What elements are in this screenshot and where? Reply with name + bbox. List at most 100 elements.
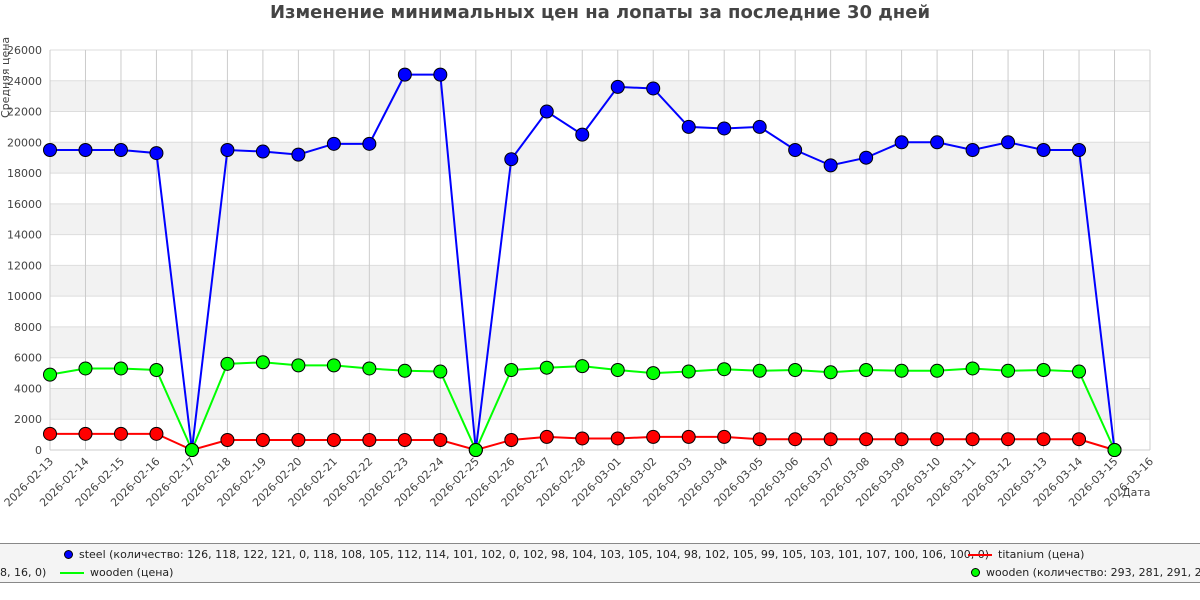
wooden-data-point	[646, 366, 661, 381]
titanium-data-point	[78, 426, 93, 441]
steel-data-point	[539, 104, 554, 119]
legend-label: steel (количество: 126, 118, 122, 121, 0…	[79, 548, 990, 561]
steel-data-point	[362, 136, 377, 151]
wooden-data-point	[220, 356, 235, 371]
titanium-data-point	[646, 429, 661, 444]
wooden-data-point	[397, 363, 412, 378]
grid-bands	[50, 50, 1150, 450]
legend-line-icon	[60, 571, 84, 574]
wooden-data-point	[1036, 363, 1051, 377]
titanium-data-point	[610, 431, 625, 446]
wooden-data-point	[859, 363, 874, 377]
legend-label: wooden (цена)	[90, 566, 174, 579]
wooden-data-point	[717, 362, 732, 377]
y-tick-label: 8000	[14, 321, 42, 334]
wooden-data-point	[326, 358, 341, 373]
steel-data-point	[326, 136, 341, 151]
steel-data-point	[575, 127, 590, 142]
steel-data-point	[965, 143, 980, 157]
steel-data-point	[291, 147, 306, 162]
wooden-data-point	[752, 363, 767, 378]
steel-data-point	[717, 121, 732, 136]
wooden-data-point	[823, 365, 838, 380]
steel-data-point	[43, 143, 57, 157]
titanium-data-point	[326, 433, 341, 447]
legend-item-overflow-text: 8, 16, 0)	[0, 566, 46, 579]
titanium-data-point	[752, 432, 767, 447]
titanium-data-point	[1036, 432, 1051, 447]
steel-data-point	[610, 79, 625, 94]
steel-data-point	[113, 143, 128, 157]
wooden-data-point	[681, 364, 696, 379]
wooden-data-point	[575, 359, 590, 374]
titanium-data-point	[717, 429, 732, 444]
wooden-data-point	[504, 363, 519, 377]
grid-lines	[49, 49, 1151, 451]
legend-line-icon	[968, 553, 992, 556]
legend-item-titanium-price: titanium (цена)	[968, 548, 1084, 561]
y-tick-label: 24000	[7, 75, 42, 88]
y-tick-label: 10000	[7, 290, 42, 303]
steel-data-point	[646, 81, 661, 96]
y-tick-label: 20000	[7, 136, 42, 149]
titanium-data-point	[43, 426, 57, 441]
titanium-data-point	[397, 433, 412, 447]
steel-data-point	[930, 135, 945, 150]
steel-data-point	[752, 119, 767, 134]
steel-data-point	[859, 150, 874, 165]
steel-data-point	[681, 119, 696, 134]
y-tick-label: 2000	[14, 413, 42, 426]
y-tick-label: 6000	[14, 352, 42, 365]
titanium-data-point	[859, 432, 874, 447]
legend-label: titanium (цена)	[998, 548, 1085, 561]
titanium-data-point	[504, 433, 519, 447]
wooden-data-point	[149, 363, 164, 377]
series-points	[43, 67, 1122, 457]
wooden-data-point	[1072, 364, 1087, 379]
wooden-data-point	[362, 361, 377, 376]
y-tick-label: 12000	[7, 259, 42, 272]
wooden-data-point	[255, 355, 270, 370]
chart-legend: steel (количество: 126, 118, 122, 121, 0…	[0, 543, 1200, 583]
wooden-data-point	[468, 443, 483, 457]
wooden-data-point	[291, 358, 306, 373]
titanium-data-point	[1001, 432, 1016, 447]
legend-label: wooden (количество: 293, 281, 291, 2	[986, 566, 1200, 579]
steel-data-point	[255, 144, 270, 159]
wooden-data-point	[965, 361, 980, 376]
titanium-data-point	[539, 429, 554, 444]
titanium-data-point	[788, 432, 803, 447]
legend-item-steel-count: steel (количество: 126, 118, 122, 121, 0…	[64, 548, 989, 561]
legend-dot-icon	[64, 550, 73, 559]
legend-label: 8, 16, 0)	[0, 566, 47, 579]
titanium-data-point	[681, 429, 696, 444]
legend-item-wooden-price: wooden (цена)	[60, 566, 173, 579]
steel-data-point	[504, 152, 519, 167]
steel-data-point	[894, 135, 909, 150]
chart-title: Изменение минимальных цен на лопаты за п…	[269, 2, 931, 23]
steel-data-point	[823, 158, 838, 173]
y-tick-label: 4000	[14, 382, 42, 395]
steel-data-point	[788, 143, 803, 157]
steel-data-point	[1001, 135, 1016, 150]
titanium-data-point	[433, 433, 448, 447]
wooden-data-point	[184, 443, 199, 457]
wooden-data-point	[788, 363, 803, 377]
wooden-data-point	[610, 363, 625, 377]
titanium-data-point	[149, 426, 164, 441]
wooden-data-point	[539, 360, 554, 375]
steel-data-point	[397, 67, 412, 82]
steel-data-point	[1036, 143, 1051, 157]
titanium-data-point	[575, 431, 590, 446]
steel-data-point	[433, 67, 448, 82]
x-axis: 2026-02-132026-02-142026-02-152026-02-16…	[2, 455, 1156, 509]
titanium-data-point	[965, 432, 980, 447]
titanium-data-point	[362, 433, 377, 447]
titanium-data-point	[220, 433, 235, 447]
titanium-data-point	[113, 426, 128, 441]
legend-item-wooden-count: wooden (количество: 293, 281, 291, 2	[971, 566, 1200, 579]
steel-data-point	[149, 146, 164, 161]
steel-data-point	[220, 143, 235, 157]
wooden-data-point	[433, 364, 448, 379]
y-tick-label: 26000	[7, 44, 42, 57]
